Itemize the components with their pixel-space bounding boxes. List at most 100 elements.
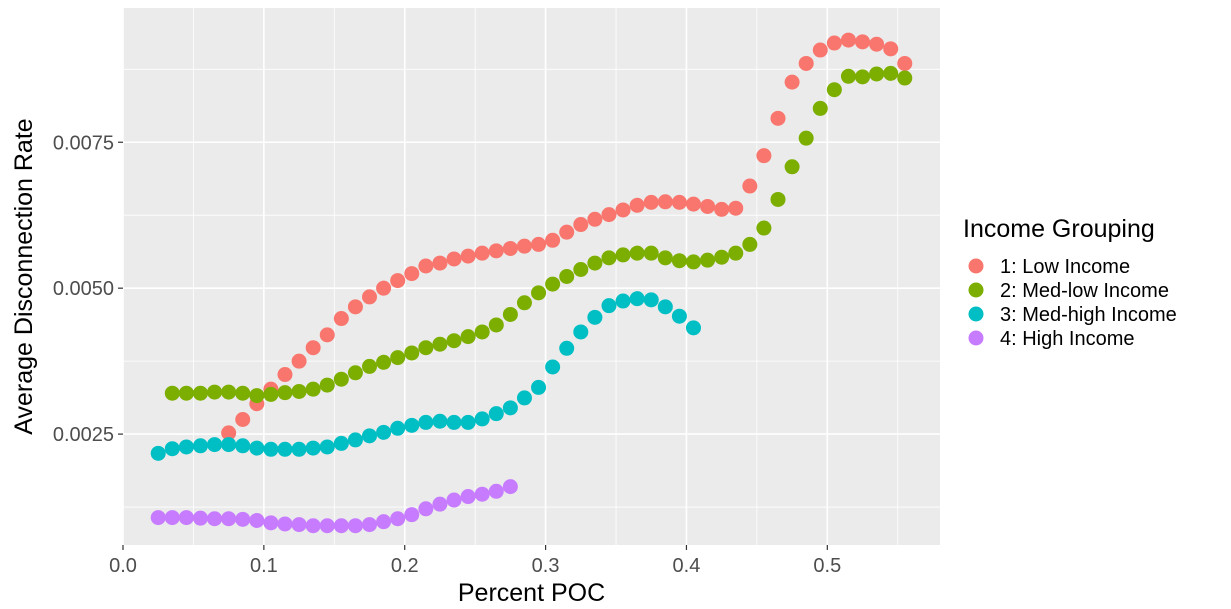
data-point: [235, 438, 251, 454]
data-point: [531, 285, 547, 301]
data-points: [150, 32, 913, 534]
data-point: [728, 200, 744, 216]
data-point: [488, 317, 504, 333]
data-point: [263, 441, 279, 457]
data-point: [545, 232, 561, 248]
data-point: [333, 435, 349, 451]
data-point: [770, 110, 786, 126]
data-point: [446, 333, 462, 349]
data-point: [319, 327, 335, 343]
data-point: [305, 440, 321, 456]
data-point: [629, 197, 645, 213]
data-point: [418, 414, 434, 430]
data-point: [474, 245, 490, 261]
legend-title: Income Grouping: [963, 215, 1155, 243]
plot-panel-background: [123, 8, 940, 545]
data-point: [221, 511, 237, 527]
data-point: [685, 254, 701, 270]
data-point: [714, 201, 730, 217]
data-point: [643, 194, 659, 210]
data-point: [404, 417, 420, 433]
data-point: [671, 253, 687, 269]
data-point: [587, 211, 603, 227]
data-point: [883, 41, 899, 57]
data-point: [432, 255, 448, 271]
data-point: [291, 353, 307, 369]
x-axis-title: Percent POC: [458, 579, 605, 607]
data-point: [657, 299, 673, 315]
data-point: [615, 202, 631, 218]
data-point: [869, 66, 885, 82]
x-tick-label: 0.3: [532, 555, 560, 577]
data-point: [347, 518, 363, 534]
data-point: [826, 82, 842, 98]
data-point: [643, 292, 659, 308]
data-point: [714, 249, 730, 265]
legend-item: 2: Med-low Income: [968, 280, 1169, 302]
y-tick-label: 0.0025: [53, 424, 114, 446]
data-point: [164, 385, 180, 401]
data-point: [629, 291, 645, 307]
data-point: [207, 437, 223, 453]
data-point: [573, 324, 589, 340]
data-point: [291, 383, 307, 399]
data-point: [305, 518, 321, 534]
data-point: [277, 367, 293, 383]
x-tick-label: 0.5: [813, 555, 841, 577]
data-point: [235, 511, 251, 527]
data-point: [531, 236, 547, 252]
data-point: [798, 55, 814, 71]
data-point: [531, 379, 547, 395]
legend-label: 3: Med-high Income: [1000, 304, 1177, 326]
data-point: [221, 437, 237, 453]
data-point: [192, 510, 208, 526]
data-point: [855, 69, 871, 85]
data-point: [319, 439, 335, 455]
data-point: [488, 243, 504, 259]
data-point: [756, 220, 772, 236]
data-point: [770, 191, 786, 207]
data-point: [277, 516, 293, 532]
data-point: [432, 413, 448, 429]
legend-label: 1: Low Income: [1000, 256, 1130, 278]
data-point: [559, 340, 575, 356]
data-point: [362, 289, 378, 305]
data-point: [474, 411, 490, 427]
data-point: [207, 384, 223, 400]
data-point: [418, 501, 434, 517]
data-point: [700, 252, 716, 268]
data-point: [671, 194, 687, 210]
data-point: [502, 400, 518, 416]
data-point: [263, 386, 279, 402]
grid-lines: [122, 8, 940, 545]
data-point: [192, 438, 208, 454]
data-point: [855, 34, 871, 50]
data-point: [277, 385, 293, 401]
y-tick-label: 0.0075: [53, 132, 114, 154]
data-point: [235, 412, 251, 428]
data-point: [559, 269, 575, 284]
legend-item: 3: Med-high Income: [968, 304, 1177, 326]
data-point: [192, 385, 208, 401]
data-point: [347, 299, 363, 315]
data-point: [615, 293, 631, 309]
data-point: [404, 507, 420, 523]
x-axis: 0.0 0.1 0.2 0.3 0.4 0.5: [109, 545, 841, 577]
data-point: [390, 511, 406, 527]
data-point: [516, 390, 532, 406]
x-tick-label: 0.1: [250, 555, 278, 577]
data-point: [221, 425, 237, 441]
x-tick-label: 0.0: [109, 555, 137, 577]
data-point: [573, 217, 589, 233]
data-point: [376, 514, 392, 530]
legend-label: 4: High Income: [1000, 328, 1135, 350]
data-point: [460, 248, 476, 264]
data-point: [390, 420, 406, 436]
data-point: [742, 178, 758, 194]
data-point: [615, 247, 631, 263]
data-point: [883, 65, 899, 81]
data-point: [221, 384, 237, 400]
legend-key: [968, 258, 984, 274]
data-point: [474, 324, 490, 340]
data-point: [685, 196, 701, 212]
